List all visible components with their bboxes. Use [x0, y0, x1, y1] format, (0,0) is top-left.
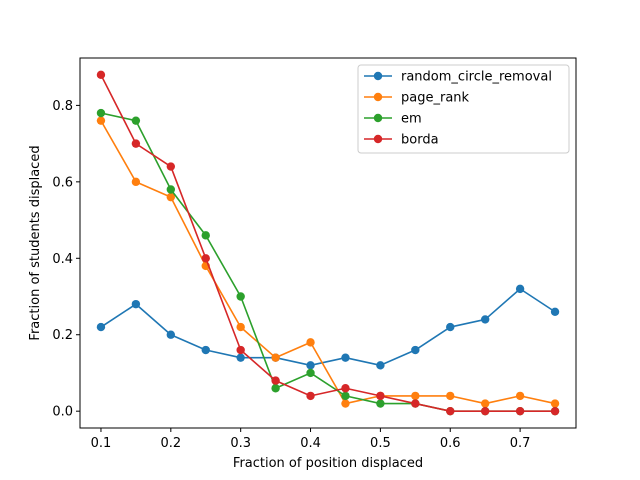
data-point [446, 391, 455, 401]
data-point [341, 353, 350, 362]
data-point [550, 406, 560, 416]
data-point [341, 384, 350, 393]
data-point [480, 399, 490, 408]
legend-swatch-marker [373, 113, 383, 123]
x-tick-label: 0.2 [160, 436, 181, 451]
series-layer [96, 70, 560, 416]
data-point [306, 368, 315, 378]
legend-item: em [364, 112, 422, 127]
legend-swatch-marker [373, 92, 383, 102]
data-point [236, 292, 245, 301]
data-point [166, 185, 176, 194]
data-point [271, 376, 280, 385]
data-point [201, 254, 210, 263]
y-tick-label: 0.2 [52, 328, 73, 343]
data-point [411, 391, 420, 401]
data-point [306, 338, 315, 347]
data-point [376, 399, 385, 408]
data-point [166, 330, 176, 339]
data-point [131, 116, 141, 125]
data-point [480, 406, 490, 416]
series-line [99, 119, 556, 405]
legend-swatch-marker [373, 134, 383, 144]
data-point [96, 108, 106, 118]
data-point [201, 231, 210, 240]
legend-label: em [401, 112, 422, 127]
data-point [236, 322, 245, 332]
y-tick-label: 0.8 [52, 99, 73, 114]
data-point [480, 315, 490, 324]
legend-label: page_rank [401, 91, 470, 106]
data-point [166, 162, 176, 171]
x-tick-label: 0.6 [440, 436, 461, 451]
data-point [96, 70, 106, 80]
x-tick-label: 0.7 [510, 436, 531, 451]
legend-item: page_rank [364, 91, 470, 106]
data-point [271, 353, 280, 362]
data-point [376, 391, 385, 401]
plot-frame [79, 57, 577, 429]
legend-item: borda [364, 133, 439, 148]
data-point [131, 299, 141, 309]
y-tick-label: 0.4 [52, 252, 73, 267]
legend-label: random_circle_removal [401, 70, 552, 85]
data-point [341, 391, 350, 401]
data-point [131, 139, 141, 148]
data-point [236, 345, 245, 355]
y-axis-ticks: 0.0 0.2 0.4 0.6 0.8 [52, 99, 80, 420]
y-tick-label: 0.6 [52, 175, 73, 190]
data-point [411, 399, 420, 408]
x-axis-label: Fraction of position displaced [233, 456, 423, 471]
data-point [550, 307, 560, 317]
data-point [96, 116, 106, 125]
data-point [411, 345, 420, 355]
data-point [446, 322, 455, 332]
data-point [201, 345, 210, 355]
y-axis-label: Fraction of students displaced [28, 145, 43, 340]
legend-swatch-marker [373, 71, 383, 81]
x-tick-label: 0.5 [370, 436, 391, 451]
data-point [166, 192, 176, 202]
data-point [96, 322, 106, 332]
data-point [515, 406, 525, 416]
data-point [446, 406, 455, 416]
data-point [515, 391, 525, 401]
series-page-rank [96, 116, 560, 408]
data-point [341, 399, 350, 408]
legend-item: random_circle_removal [364, 70, 552, 85]
series-line [99, 73, 556, 412]
y-tick-label: 0.0 [52, 405, 73, 420]
series-borda [96, 70, 560, 416]
data-point [306, 391, 315, 401]
x-axis-ticks: 0.1 0.2 0.3 0.4 0.5 0.6 0.7 [91, 428, 531, 451]
x-tick-label: 0.4 [300, 436, 321, 451]
legend-frame [357, 64, 570, 154]
series-line [99, 288, 557, 367]
data-point [271, 384, 280, 393]
data-point [550, 399, 560, 408]
data-point [515, 284, 525, 294]
data-point [306, 361, 315, 370]
x-tick-label: 0.1 [91, 436, 112, 451]
data-point [236, 353, 245, 362]
x-tick-label: 0.3 [230, 436, 251, 451]
data-point [131, 177, 141, 187]
data-point [376, 361, 385, 370]
legend-label: borda [401, 133, 439, 148]
